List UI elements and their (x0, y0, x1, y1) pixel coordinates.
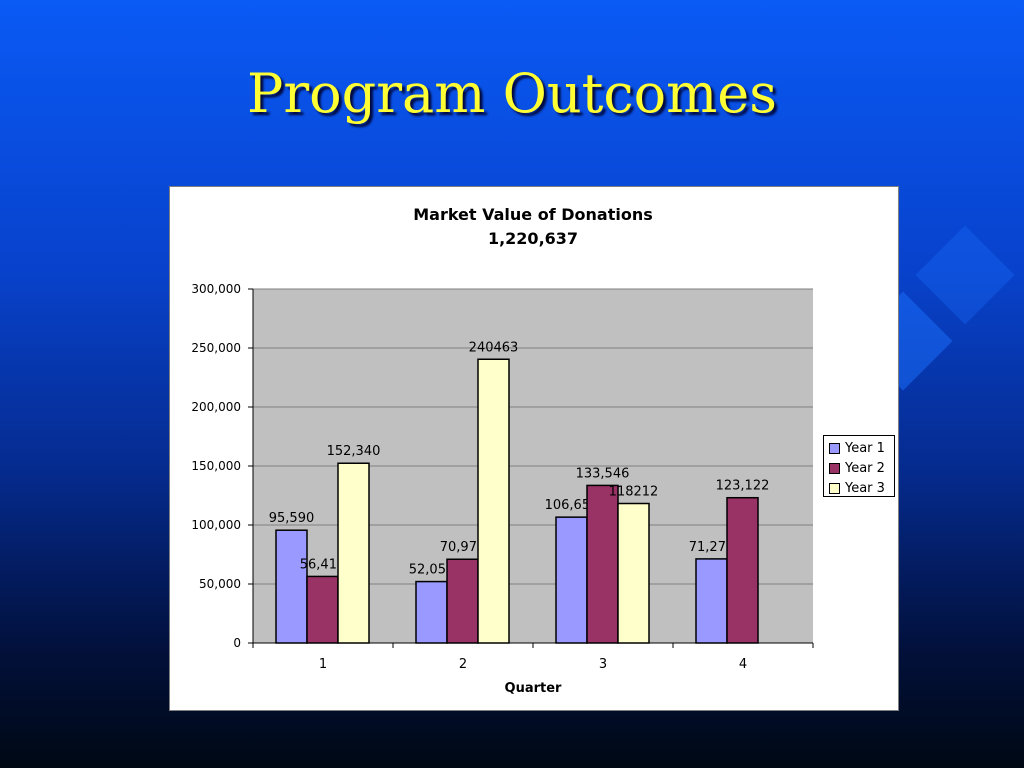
bar (555, 516, 588, 644)
y-tick-label: 50,000 (199, 577, 241, 591)
bar (306, 575, 339, 644)
legend-item: Year 2 (829, 458, 894, 478)
x-tick-label: 2 (459, 657, 467, 672)
chart-subtitle: 1,220,637 (488, 229, 578, 248)
chart-legend: Year 1 Year 2 Year 3 (823, 435, 895, 497)
legend-item: Year 1 (829, 438, 894, 458)
data-label: 106,651 (545, 498, 599, 513)
legend-label: Year 2 (845, 460, 885, 476)
chart-title: Market Value of Donations (413, 205, 653, 224)
data-label: 52,051 (409, 563, 455, 578)
data-label: 133,546 (576, 466, 630, 481)
y-tick-label: 150,000 (191, 459, 241, 473)
legend-swatch (829, 442, 840, 454)
bar (586, 484, 619, 644)
bar (415, 580, 448, 644)
bar (337, 462, 370, 644)
legend-swatch (829, 482, 840, 494)
slide-title: Program Outcomes (247, 62, 777, 125)
bar (275, 529, 308, 644)
bar (446, 558, 479, 644)
data-label: 152,340 (327, 444, 381, 459)
data-label: 240463 (469, 340, 519, 355)
bar (617, 502, 650, 644)
x-tick-label: 4 (739, 657, 747, 672)
legend-label: Year 3 (845, 480, 885, 496)
bar-chart: Market Value of Donations 1,220,637 0 50,… (191, 205, 814, 696)
data-label: 118212 (609, 485, 659, 500)
y-tick-label: 0 (233, 636, 241, 650)
background-diamond-decoration (915, 225, 1015, 325)
y-tick-label: 250,000 (191, 341, 241, 355)
data-label: 95,590 (269, 511, 315, 526)
legend-item: Year 3 (829, 478, 894, 498)
legend-swatch (829, 462, 840, 474)
x-tick-label: 1 (319, 657, 327, 672)
y-tick-label: 100,000 (191, 518, 241, 532)
y-tick-label: 200,000 (191, 400, 241, 414)
bar (695, 558, 728, 644)
bar (477, 358, 510, 644)
data-label: 123,122 (716, 479, 770, 494)
x-axis-label: Quarter (505, 681, 563, 696)
x-tick-label: 3 (599, 657, 607, 672)
legend-label: Year 1 (845, 440, 885, 456)
bar (726, 496, 759, 644)
data-label: 56,411 (300, 557, 346, 572)
y-tick-label: 300,000 (191, 282, 241, 296)
data-label: 71,276 (689, 540, 735, 555)
chart-panel: Market Value of Donations 1,220,637 0 50,… (169, 186, 899, 711)
data-label: 70,975 (440, 540, 486, 555)
